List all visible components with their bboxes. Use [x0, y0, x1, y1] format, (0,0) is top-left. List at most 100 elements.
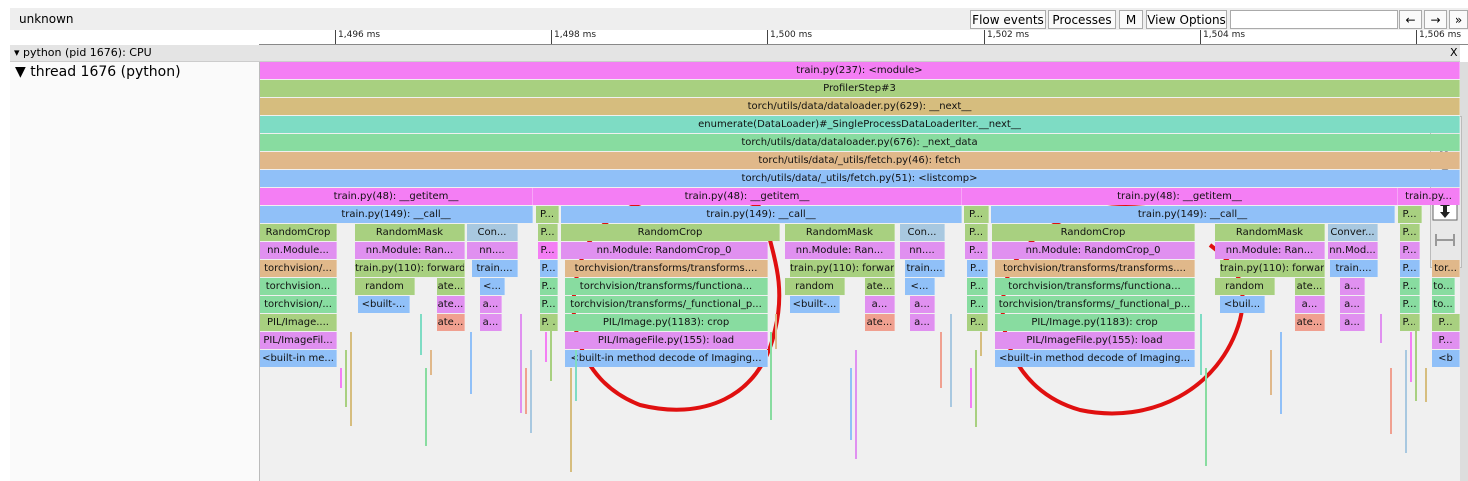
flame-slice[interactable]: PIL/Image.py(1183): crop [565, 314, 768, 331]
button[interactable]: View Options [1146, 10, 1227, 29]
flame-slice[interactable]: <built-... [790, 296, 840, 313]
flame-slice[interactable]: ate... [437, 278, 465, 295]
flame-slice[interactable]: nn.Module: Ran... [785, 242, 895, 259]
flame-slice[interactable]: torchvision/transforms/functiona... [995, 278, 1195, 295]
flame-slice[interactable]: <built-in method decode of Imaging... [565, 350, 768, 367]
flame-slice[interactable]: nn.... [467, 242, 518, 259]
flame-slice[interactable]: train.py(149): __call__ [260, 206, 533, 223]
flame-slice[interactable]: Con... [467, 224, 518, 241]
button[interactable]: Flow events [970, 10, 1046, 29]
flame-slice[interactable]: torch/utils/data/_utils/fetch.py(51): <l… [260, 170, 1460, 187]
flame-slice[interactable]: torchvision/... [260, 296, 337, 313]
close-button[interactable]: X [1450, 46, 1458, 59]
flame-slice[interactable]: <built-in method decode of Imaging... [995, 350, 1195, 367]
timing-tool[interactable] [1435, 234, 1455, 246]
flame-slice[interactable]: Conver... [1328, 224, 1378, 241]
flame-slice[interactable]: PIL/Image.py(1183): crop [995, 314, 1195, 331]
button[interactable]: → [1424, 10, 1447, 29]
flame-slice[interactable]: ate... [1295, 314, 1325, 331]
flame-slice[interactable]: train.py(48): __getitem__ [533, 188, 962, 205]
flame-slice[interactable]: random [785, 278, 845, 295]
flame-slice[interactable]: P... [1400, 224, 1420, 241]
flame-slice[interactable]: a... [480, 296, 502, 313]
flame-slice[interactable]: train.py(149): __call__ [561, 206, 962, 223]
flame-slice[interactable]: torchvision/transforms/_functional_p... [565, 296, 768, 313]
flame-slice[interactable]: a... [1295, 296, 1325, 313]
flame-slice[interactable]: P... [1398, 206, 1422, 223]
button[interactable]: M [1119, 10, 1143, 29]
flame-slice[interactable]: torchvision/... [260, 260, 337, 277]
flame-slice[interactable]: train.py(48): __getitem__ [260, 188, 533, 205]
flame-slice[interactable]: P... [965, 224, 988, 241]
flame-slice[interactable]: PIL/ImageFile.py(155): load [565, 332, 768, 349]
flame-slice[interactable]: P... [1400, 314, 1420, 331]
flame-slice[interactable]: a... [1340, 314, 1365, 331]
flame-slice[interactable]: train.py(110): forward [790, 260, 895, 277]
flame-slice[interactable]: tor... [1432, 260, 1460, 277]
button[interactable]: ← [1399, 10, 1422, 29]
flame-slice[interactable]: nn.Module: Ran... [1215, 242, 1325, 259]
flame-slice[interactable]: to... [1432, 296, 1455, 313]
flame-slice[interactable]: torchvision/transforms/_functional_p... [995, 296, 1195, 313]
flame-slice[interactable]: P... [538, 224, 558, 241]
flame-slice[interactable]: nn.Module: RandomCrop_0 [561, 242, 768, 259]
flame-slice[interactable]: RandomCrop [992, 224, 1195, 241]
flame-slice[interactable]: a... [480, 314, 502, 331]
flame-slice[interactable]: <... [480, 278, 505, 295]
flame-slice[interactable]: Con... [900, 224, 945, 241]
button[interactable]: Processes [1048, 10, 1116, 29]
thread-label[interactable]: ▼ thread 1676 (python) [15, 64, 181, 80]
flame-slice[interactable]: train.py(149): __call__ [991, 206, 1395, 223]
flame-slice[interactable]: P... [967, 314, 988, 331]
flame-slice[interactable]: enumerate(DataLoader)#_SingleProcessData… [260, 116, 1460, 133]
flame-slice[interactable]: ate... [865, 278, 895, 295]
flame-slice[interactable]: P... [538, 242, 558, 259]
flame-slice[interactable]: P... [1400, 242, 1420, 259]
flame-slice[interactable]: train.... [905, 260, 945, 277]
flame-slice[interactable]: P... [1432, 332, 1460, 349]
flame-slice[interactable]: train.py(110): forward [1220, 260, 1325, 277]
flame-slice[interactable]: train.py(237): <module> [260, 62, 1460, 79]
flame-slice[interactable]: P... [965, 242, 988, 259]
flame-slice[interactable]: P... [967, 278, 988, 295]
flame-slice[interactable]: train.py... [1398, 188, 1460, 205]
scrollbar[interactable] [1460, 62, 1468, 481]
flame-slice[interactable]: P... [536, 206, 559, 223]
flame-slice[interactable]: P... [964, 206, 989, 223]
flame-slice[interactable]: P... [540, 260, 558, 277]
flame-slice[interactable]: nn.... [900, 242, 945, 259]
flame-slice[interactable]: a... [910, 314, 935, 331]
button[interactable]: » [1449, 10, 1468, 29]
flame-slice[interactable]: RandomMask [785, 224, 895, 241]
flame-slice[interactable]: nn.Module: Ran... [355, 242, 465, 259]
flame-slice[interactable]: to... [1432, 278, 1455, 295]
flame-slice[interactable]: ProfilerStep#3 [260, 80, 1460, 97]
flame-slice[interactable]: P... [540, 278, 558, 295]
flame-slice[interactable]: P... [1400, 278, 1420, 295]
flame-slice[interactable]: P... [1400, 260, 1420, 277]
flame-slice[interactable]: train.py(48): __getitem__ [962, 188, 1398, 205]
flame-slice[interactable]: torchvision/transforms/functiona... [565, 278, 768, 295]
flame-slice[interactable]: <built-in me... [260, 350, 337, 367]
flame-slice[interactable]: <b [1432, 350, 1460, 367]
flame-slice[interactable]: nn.Mod... [1328, 242, 1378, 259]
flame-slice[interactable]: train.... [472, 260, 518, 277]
flame-slice[interactable]: a... [1340, 296, 1365, 313]
flame-slice[interactable]: ate... [1295, 278, 1325, 295]
flame-slice[interactable]: ate... [865, 314, 895, 331]
flame-slice[interactable]: P... [967, 260, 988, 277]
flame-slice[interactable]: P... [540, 296, 558, 313]
flame-slice[interactable]: RandomMask [1215, 224, 1325, 241]
flame-slice[interactable]: <built-... [358, 296, 410, 313]
flame-slice[interactable]: random [1215, 278, 1275, 295]
flame-slice[interactable]: P... [1432, 314, 1460, 331]
process-label[interactable]: ▾ python (pid 1676): CPU [14, 46, 152, 59]
flame-slice[interactable]: nn.Module... [260, 242, 337, 259]
flame-slice[interactable]: torch/utils/data/dataloader.py(676): _ne… [260, 134, 1460, 151]
flame-slice[interactable]: random [355, 278, 415, 295]
flame-slice[interactable]: torch/utils/data/dataloader.py(629): __n… [260, 98, 1460, 115]
flame-slice[interactable]: RandomMask [355, 224, 465, 241]
flame-slice[interactable]: a... [910, 296, 935, 313]
flame-slice[interactable]: ate... [437, 314, 465, 331]
flame-slice[interactable]: P... [540, 314, 558, 331]
